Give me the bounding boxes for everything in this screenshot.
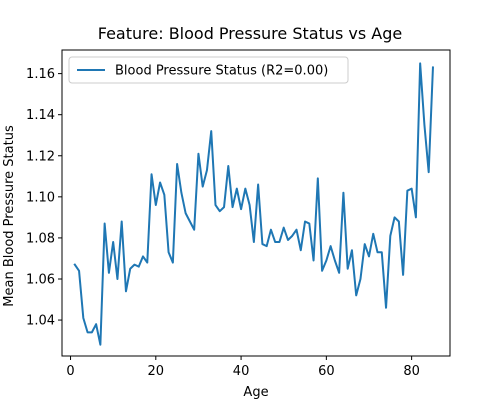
y-tick-label: 1.04	[26, 314, 55, 329]
series-line	[73, 62, 434, 346]
x-tick-label: 60	[318, 364, 335, 379]
y-tick-label: 1.16	[26, 67, 55, 82]
y-axis-title: Mean Blood Pressure Status	[2, 125, 17, 307]
legend-label: Blood Pressure Status (R2=0.00)	[115, 64, 328, 79]
plot-frame	[61, 49, 451, 357]
y-tick-label: 1.06	[26, 272, 55, 287]
x-axis-title: Age	[243, 385, 268, 400]
x-tick-label: 20	[148, 364, 165, 379]
legend-box	[68, 56, 349, 84]
y-tick-label: 1.08	[26, 231, 55, 246]
y-tick-label: 1.14	[26, 108, 55, 123]
chart-title: Feature: Blood Pressure Status vs Age	[98, 24, 403, 43]
x-tick-label: 80	[403, 364, 420, 379]
y-tick-label: 1.12	[26, 149, 55, 164]
plot-layer: 0 20 40 60 80 1.04 1.06 1.08 1.10 1.12 1.14 1.16 Blo…	[26, 49, 451, 379]
x-tick-label: 0	[66, 364, 74, 379]
x-tick-label: 40	[233, 364, 250, 379]
y-tick-label: 1.10	[26, 190, 55, 205]
